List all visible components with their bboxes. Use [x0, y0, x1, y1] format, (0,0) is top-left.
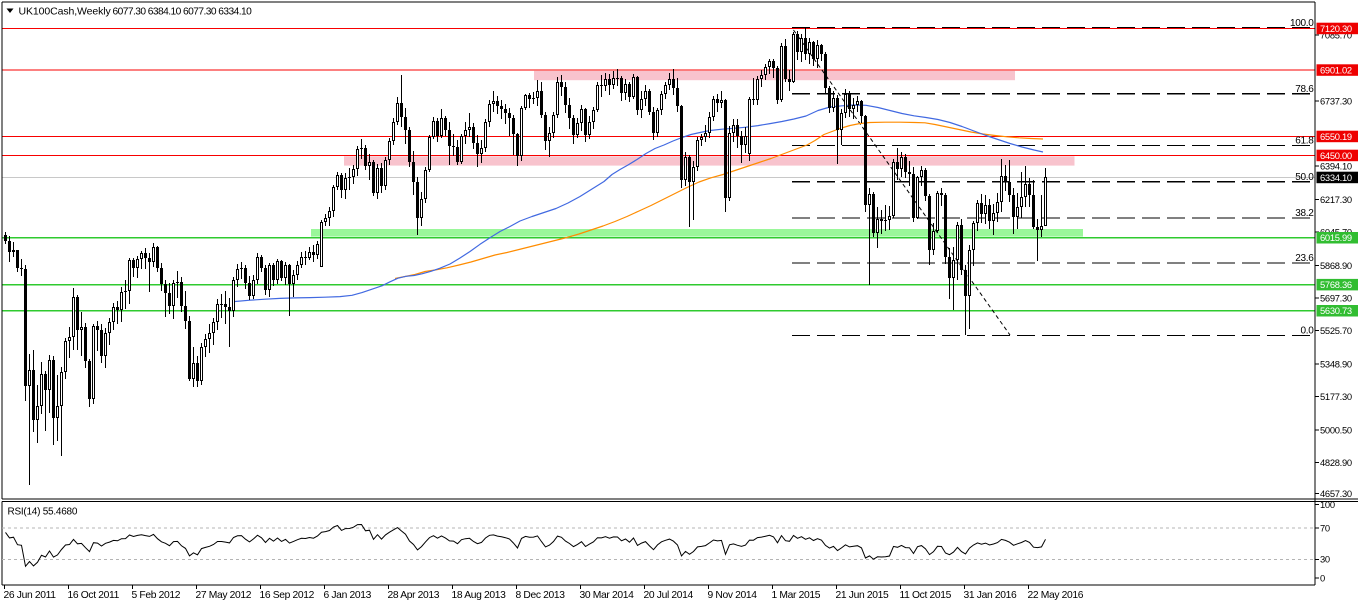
svg-text:5177.30: 5177.30: [1320, 391, 1352, 402]
svg-text:20 Jul 2014: 20 Jul 2014: [644, 590, 694, 601]
svg-text:0.0: 0.0: [1300, 326, 1314, 337]
svg-text:11 Oct 2015: 11 Oct 2015: [900, 590, 952, 601]
svg-text:28 Apr 2013: 28 Apr 2013: [388, 590, 440, 601]
svg-text:9 Nov 2014: 9 Nov 2014: [708, 590, 758, 601]
svg-text:5348.90: 5348.90: [1320, 358, 1352, 369]
svg-text:1 Mar 2015: 1 Mar 2015: [772, 590, 821, 601]
svg-text:5525.70: 5525.70: [1320, 325, 1352, 336]
svg-text:16 Oct 2011: 16 Oct 2011: [68, 590, 120, 601]
svg-text:8 Dec 2013: 8 Dec 2013: [516, 590, 566, 601]
svg-text:UK100Cash,Weekly: UK100Cash,Weekly: [19, 5, 112, 17]
svg-text:6737.30: 6737.30: [1320, 95, 1352, 106]
svg-text:4657.30: 4657.30: [1320, 488, 1352, 499]
svg-text:5768.36: 5768.36: [1320, 279, 1352, 290]
svg-text:21 Jun 2015: 21 Jun 2015: [836, 590, 889, 601]
svg-text:70: 70: [1320, 522, 1330, 533]
svg-text:6217.30: 6217.30: [1320, 194, 1352, 205]
svg-text:6334.10: 6334.10: [1320, 172, 1352, 183]
svg-text:100: 100: [1320, 499, 1335, 510]
svg-text:5868.90: 5868.90: [1320, 260, 1352, 271]
svg-text:5630.73: 5630.73: [1320, 305, 1352, 316]
svg-text:26 Jun 2011: 26 Jun 2011: [4, 590, 57, 601]
svg-text:50.0: 50.0: [1295, 172, 1314, 183]
svg-text:61.8: 61.8: [1295, 136, 1314, 147]
svg-text:78.6: 78.6: [1295, 84, 1314, 95]
svg-text:6901.02: 6901.02: [1320, 64, 1352, 75]
svg-text:31 Jan 2016: 31 Jan 2016: [964, 590, 1017, 601]
svg-text:23.6: 23.6: [1295, 253, 1314, 264]
svg-text:6015.99: 6015.99: [1320, 232, 1352, 243]
svg-text:5697.30: 5697.30: [1320, 292, 1352, 303]
svg-text:6 Jan 2013: 6 Jan 2013: [324, 590, 372, 601]
svg-text:27 May 2012: 27 May 2012: [196, 590, 252, 601]
svg-text:5 Feb 2012: 5 Feb 2012: [132, 590, 181, 601]
svg-text:0: 0: [1320, 572, 1325, 583]
svg-text:22 May 2016: 22 May 2016: [1028, 590, 1084, 601]
svg-text:16 Sep 2012: 16 Sep 2012: [260, 590, 315, 601]
svg-text:38.2: 38.2: [1295, 208, 1314, 219]
svg-text:18 Aug 2013: 18 Aug 2013: [452, 590, 507, 601]
svg-text:100.0: 100.0: [1290, 18, 1314, 29]
svg-text:6077.30 6384.10 6077.30 6334.1: 6077.30 6384.10 6077.30 6334.10: [113, 6, 253, 17]
svg-text:30 Mar 2014: 30 Mar 2014: [580, 590, 635, 601]
svg-text:30: 30: [1320, 554, 1330, 565]
svg-text:6550.19: 6550.19: [1320, 131, 1352, 142]
svg-text:6450.00: 6450.00: [1320, 150, 1352, 161]
svg-text:5000.50: 5000.50: [1320, 424, 1352, 435]
svg-text:7120.30: 7120.30: [1320, 23, 1352, 34]
svg-text:RSI(14) 55.4680: RSI(14) 55.4680: [8, 507, 78, 518]
svg-text:6394.10: 6394.10: [1320, 160, 1352, 171]
svg-text:4828.90: 4828.90: [1320, 457, 1352, 468]
